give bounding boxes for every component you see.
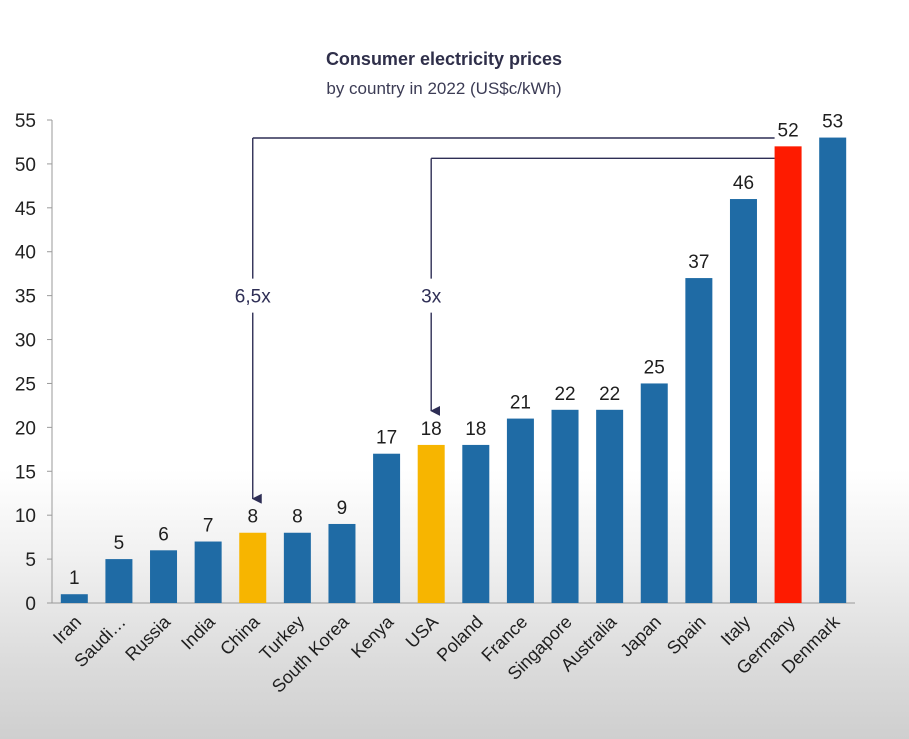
bar — [819, 137, 847, 603]
x-tick-label: Poland — [433, 612, 487, 666]
x-tick-label: Russia — [121, 611, 175, 665]
bar — [506, 418, 534, 603]
data-label: 5 — [114, 533, 125, 554]
x-tick-label: Iran — [49, 612, 85, 648]
data-label: 8 — [292, 507, 303, 528]
data-label: 9 — [337, 498, 348, 519]
y-tick-label: 35 — [15, 287, 36, 308]
data-label: 22 — [554, 384, 575, 405]
data-label: 17 — [376, 428, 397, 449]
bar — [685, 278, 713, 603]
bar — [596, 409, 624, 603]
bar — [60, 594, 88, 603]
data-label: 25 — [644, 357, 665, 378]
data-label: 6 — [158, 524, 169, 545]
x-tick-label: Italy — [717, 612, 754, 649]
bar — [640, 383, 668, 603]
data-label: 1 — [69, 568, 80, 589]
bar — [462, 444, 490, 603]
bar — [551, 409, 579, 603]
bar — [729, 199, 757, 603]
y-tick-label: 20 — [15, 418, 36, 439]
data-label: 46 — [733, 173, 754, 194]
bar — [373, 453, 401, 603]
bar — [774, 146, 802, 603]
y-tick-label: 0 — [25, 594, 36, 615]
data-label: 53 — [822, 112, 843, 133]
data-label: 21 — [510, 393, 531, 414]
data-label: 18 — [421, 419, 442, 440]
data-label: 22 — [599, 384, 620, 405]
data-label: 52 — [778, 120, 799, 141]
y-tick-label: 15 — [15, 462, 36, 483]
data-label: 8 — [247, 507, 258, 528]
x-tick-label: USA — [402, 612, 442, 652]
annotation-label: 6,5x — [235, 287, 271, 308]
x-tick-label: Japan — [616, 612, 665, 661]
annotations: 6,5x 3x — [235, 137, 775, 504]
bar — [194, 541, 222, 603]
data-label: 18 — [465, 419, 486, 440]
y-tick-label: 50 — [15, 155, 36, 176]
x-tick-label: India — [177, 611, 219, 653]
annotation-label: 3x — [421, 287, 442, 308]
bar — [105, 559, 133, 603]
y-tick-label: 45 — [15, 199, 36, 220]
y-tick-label: 55 — [15, 111, 36, 132]
bar — [328, 523, 356, 603]
y-tick-label: 10 — [15, 506, 36, 527]
chart-title: Consumer electricity prices — [326, 49, 562, 69]
bar — [150, 550, 178, 603]
data-label: 37 — [688, 252, 709, 273]
y-tick-label: 30 — [15, 331, 36, 352]
y-tick-label: 5 — [25, 550, 36, 571]
x-tick-label: Spain — [663, 612, 710, 659]
chart-subtitle: by country in 2022 (US$c/kWh) — [326, 79, 561, 98]
bar — [239, 532, 267, 603]
bars: 1Iran5Saudi…6Russia7India8China8Turkey9S… — [49, 112, 847, 697]
y-tick-label: 25 — [15, 374, 36, 395]
bar — [283, 532, 311, 603]
x-tick-label: Kenya — [347, 611, 398, 662]
bar — [417, 444, 445, 603]
y-tick-label: 40 — [15, 243, 36, 264]
data-label: 7 — [203, 516, 214, 537]
